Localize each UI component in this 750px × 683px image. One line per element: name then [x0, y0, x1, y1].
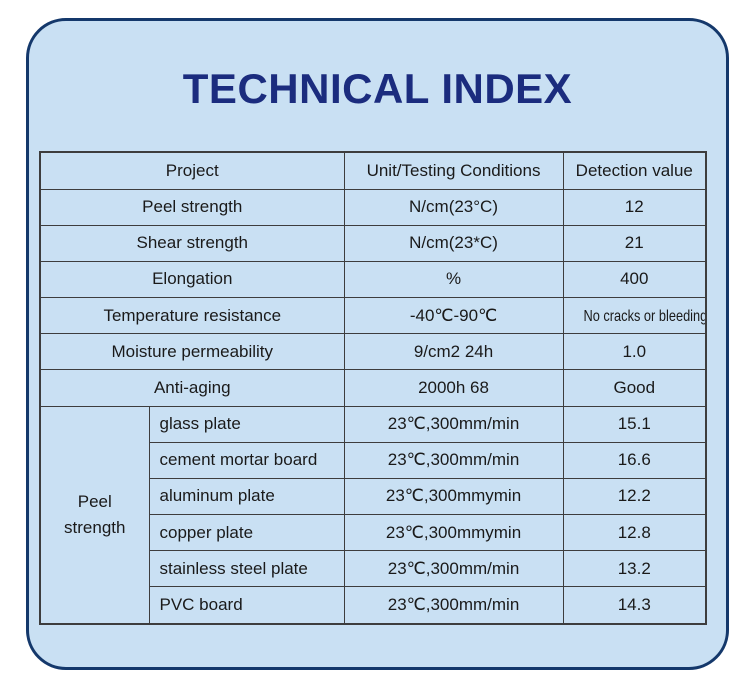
spec-table: Project Unit/Testing Conditions Detectio…: [39, 151, 708, 625]
value-cell: 12: [562, 188, 707, 226]
header-unit: Unit/Testing Conditions: [343, 151, 564, 190]
value-cell: 13.2: [562, 550, 707, 588]
unit-cell: N/cm(23°C): [343, 188, 564, 226]
substrate-cell: aluminum plate: [148, 477, 345, 516]
page-title: TECHNICAL INDEX: [182, 65, 573, 112]
header-row: Project Unit/Testing Conditions Detectio…: [39, 151, 707, 190]
table-row: Anti-aging 2000h 68 Good: [39, 369, 707, 407]
project-cell: Anti-aging: [39, 369, 345, 407]
value-cell: 14.3: [562, 586, 707, 625]
header-detection: Detection value: [562, 151, 707, 190]
substrate-cell: cement mortar board: [148, 441, 345, 479]
project-cell: Shear strength: [39, 224, 345, 262]
technical-index-card: TECHNICAL INDEX Project Unit/Testing Con…: [26, 18, 729, 670]
value-cell: 1.0: [562, 333, 707, 371]
project-cell: Moisture permeability: [39, 333, 345, 371]
unit-cell: -40℃-90℃: [343, 297, 564, 335]
substrate-cell: glass plate: [148, 405, 345, 443]
table-row: Shear strength N/cm(23*C) 21: [39, 224, 707, 262]
group-label-cell: Peel strength: [39, 405, 150, 625]
value-cell: 21: [562, 224, 707, 262]
substrate-cell: PVC board: [148, 586, 345, 625]
table-row: Moisture permeability 9/cm2 24h 1.0: [39, 333, 707, 371]
value-cell: 12.2: [562, 477, 707, 516]
table-row: Temperature resistance -40℃-90℃ No crack…: [39, 297, 707, 335]
value-cell: 12.8: [562, 514, 707, 552]
unit-cell: 23℃,300mm/min: [343, 586, 564, 625]
table-row: PVC board 23℃,300mm/min 14.3: [40, 586, 707, 625]
value-cell: 16.6: [562, 441, 707, 479]
table-row: copper plate 23℃,300mmymin 12.8: [40, 514, 707, 552]
value-cell: Good: [562, 369, 707, 407]
unit-cell: 2000h 68: [343, 369, 564, 407]
header-project: Project: [39, 151, 345, 190]
table-row: stainless steel plate 23℃,300mm/min 13.2: [40, 550, 707, 588]
unit-cell: %: [343, 260, 564, 299]
table-row: Peel strength glass plate 23℃,300mm/min …: [39, 405, 707, 625]
table-row: Peel strength N/cm(23°C) 12: [39, 188, 707, 226]
table-row: aluminum plate 23℃,300mmymin 12.2: [40, 477, 707, 516]
unit-cell: 9/cm2 24h: [343, 333, 564, 371]
table-row: cement mortar board 23℃,300mm/min 16.6: [40, 441, 707, 479]
unit-cell: N/cm(23*C): [343, 224, 564, 262]
substrate-cell: copper plate: [148, 514, 345, 552]
unit-cell: 23℃,300mmymin: [343, 477, 564, 516]
table-row: Elongation % 400: [39, 260, 707, 299]
unit-cell: 23℃,300mm/min: [343, 550, 564, 588]
project-cell: Elongation: [39, 260, 345, 299]
unit-cell: 23℃,300mm/min: [343, 405, 564, 443]
condensed-value: No cracks or bleeding: [582, 307, 707, 325]
value-cell: 15.1: [562, 405, 707, 443]
unit-cell: 23℃,300mmymin: [343, 514, 564, 552]
project-cell: Temperature resistance: [39, 297, 345, 335]
value-cell: 400: [562, 260, 707, 299]
value-cell: No cracks or bleeding: [562, 297, 707, 335]
unit-cell: 23℃,300mm/min: [343, 441, 564, 479]
project-cell: Peel strength: [39, 188, 345, 226]
substrate-cell: stainless steel plate: [148, 550, 345, 588]
